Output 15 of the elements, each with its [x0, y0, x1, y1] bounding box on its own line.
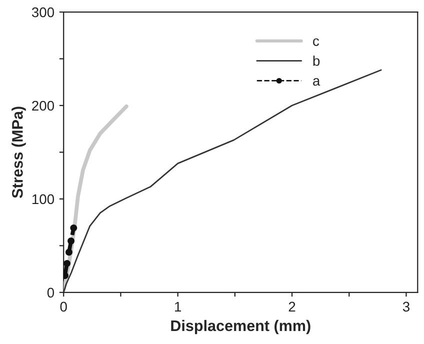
x-tick-label: 0: [60, 302, 67, 312]
legend-label: a: [313, 78, 320, 86]
y-tick-label: 200: [32, 100, 54, 111]
x-tick-label: 3: [402, 302, 410, 312]
y-axis-title: Stress (MPa): [12, 106, 26, 198]
line-series: [64, 104, 128, 292]
x-axis-title: Displacement (mm): [171, 320, 310, 334]
y-tick-label: 0: [47, 288, 54, 298]
line-series: [64, 69, 382, 292]
x-tick-label: 2: [288, 302, 296, 312]
legend-label: c: [313, 38, 320, 46]
x-tick-label: 1: [175, 302, 181, 312]
y-tick-label: 100: [32, 194, 54, 204]
legend-label: b: [313, 56, 320, 66]
y-tick-label: 300: [32, 7, 54, 18]
